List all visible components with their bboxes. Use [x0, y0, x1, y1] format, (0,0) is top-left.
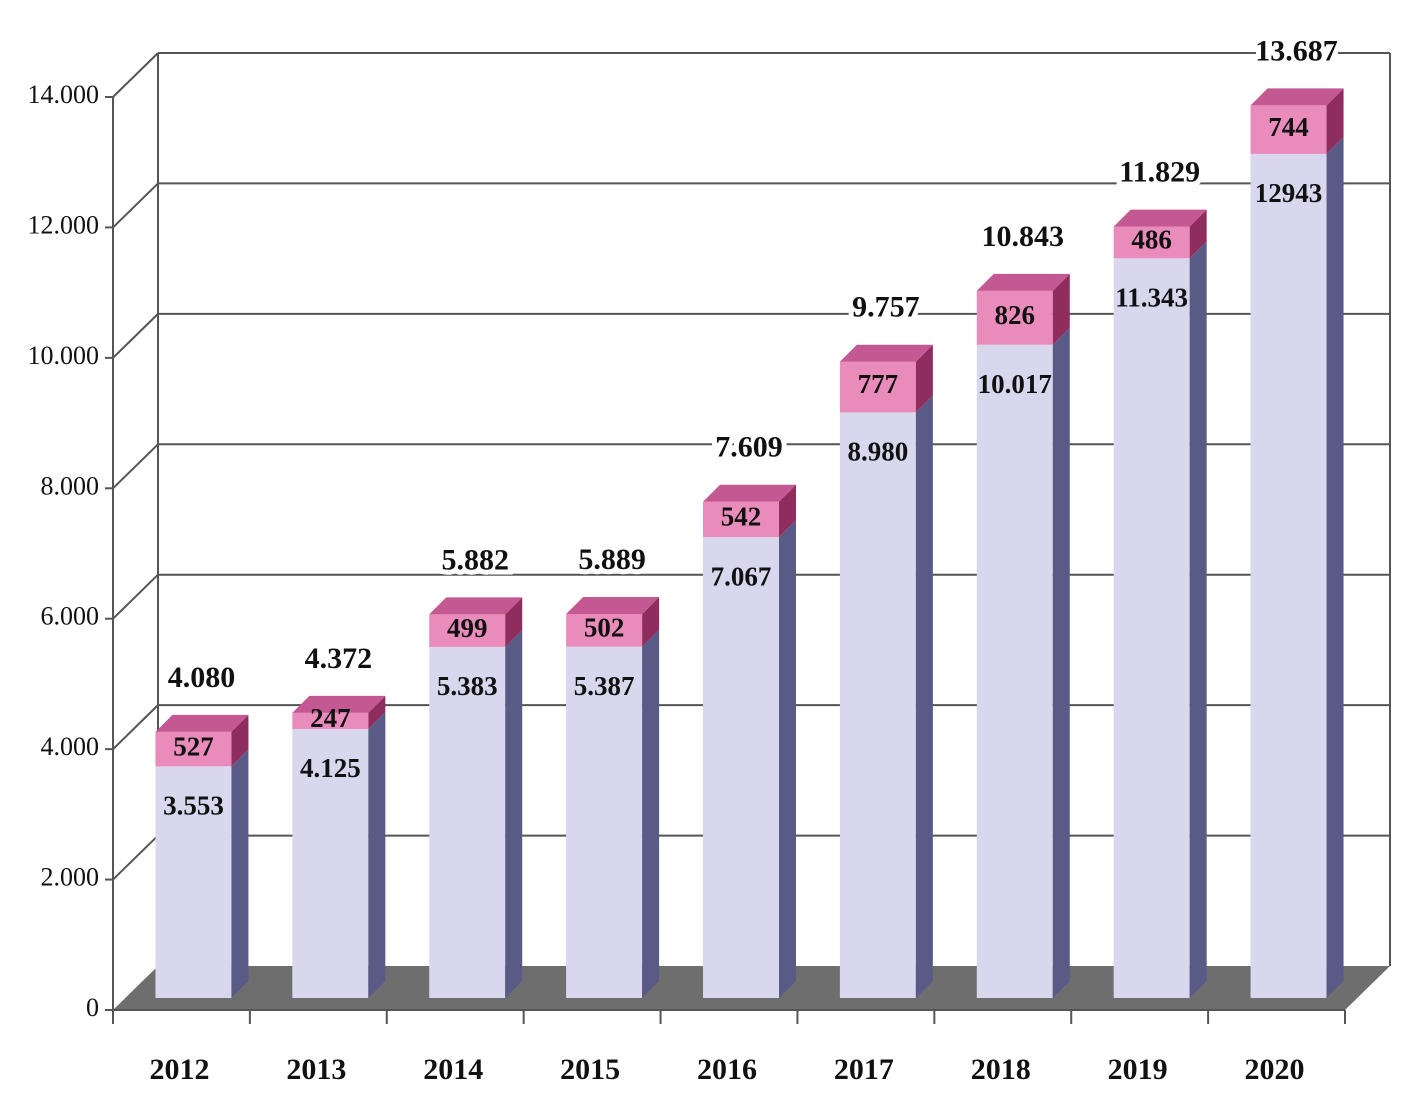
y-tick-label: 14.000 — [28, 80, 100, 109]
bar-segment — [839, 361, 916, 413]
x-tick-label: 2016 — [697, 1053, 757, 1086]
bar-top — [703, 484, 796, 502]
bar-side — [915, 395, 933, 998]
grid-line — [112, 573, 159, 620]
bar-side — [642, 596, 660, 647]
bar-side — [1052, 327, 1070, 998]
grid-line — [112, 834, 159, 881]
bar-segment — [429, 646, 506, 998]
bar-segment — [839, 412, 916, 998]
value-label: 4.125 — [300, 753, 361, 783]
grid-line — [112, 443, 159, 490]
grid-line — [112, 313, 159, 359]
bar-segment — [703, 537, 779, 998]
total-label: 5.882 — [441, 543, 509, 576]
bar-side — [779, 484, 796, 538]
total-label: 10.843 — [982, 220, 1065, 253]
bar-side — [368, 711, 386, 998]
y-tick-label: 10.000 — [28, 341, 100, 370]
bar-side — [1326, 136, 1344, 998]
value-label: 12943 — [1255, 178, 1323, 208]
value-label: 777 — [858, 369, 899, 399]
y-tick-label: 4.000 — [41, 732, 100, 761]
x-tick-label: 2015 — [560, 1053, 620, 1086]
value-label: 486 — [1131, 225, 1172, 255]
bar-segment — [566, 646, 643, 998]
bar-top — [1250, 88, 1344, 106]
bar-top — [566, 596, 660, 614]
bar-segment — [703, 501, 779, 538]
total-label: 13.687 — [1255, 34, 1338, 67]
bar-segment — [1250, 105, 1327, 154]
bar-segment — [1250, 153, 1327, 998]
bar-side — [505, 597, 523, 647]
bar-top — [155, 714, 249, 732]
total-label: 9.757 — [852, 291, 920, 324]
grid-line — [112, 182, 159, 229]
total-label: 5.889 — [578, 543, 646, 576]
bar-side — [1326, 88, 1344, 154]
bar-segment — [429, 614, 506, 647]
x-tick-label: 2020 — [1245, 1053, 1305, 1086]
bar-segment — [292, 712, 369, 729]
x-tick-label: 2012 — [149, 1053, 209, 1086]
value-label: 10.017 — [978, 369, 1052, 399]
x-tick-label: 2019 — [1108, 1053, 1168, 1086]
x-tick-label: 2017 — [834, 1053, 894, 1086]
bar-side — [642, 629, 660, 998]
value-label: 542 — [721, 502, 762, 532]
value-label: 5.387 — [574, 671, 635, 701]
value-label: 499 — [447, 613, 488, 643]
grid-line — [112, 52, 159, 98]
bar-segment — [1113, 226, 1190, 259]
bar-segment — [976, 290, 1053, 345]
value-label: 502 — [584, 613, 625, 643]
bar-side — [779, 520, 796, 998]
bar-top — [429, 597, 523, 615]
bar-segment — [292, 728, 369, 998]
total-label: 11.829 — [1119, 155, 1200, 188]
bar-side — [231, 749, 249, 998]
bar-side — [1189, 241, 1207, 998]
bar-top — [1113, 209, 1207, 227]
value-label: 744 — [1268, 112, 1309, 142]
bar-side — [505, 629, 523, 998]
total-label: 4.372 — [305, 642, 373, 675]
bar-top — [976, 273, 1070, 291]
bar-segment — [566, 613, 643, 647]
value-label: 5.383 — [437, 671, 498, 701]
bar-segment — [155, 731, 232, 767]
total-label: 4.080 — [168, 661, 236, 694]
value-label: 247 — [310, 703, 351, 733]
y-tick-label: 0 — [86, 993, 99, 1022]
y-tick-label: 12.000 — [28, 210, 100, 239]
value-label: 11.343 — [1115, 282, 1188, 312]
bar-side — [1052, 273, 1070, 345]
bar-top — [292, 695, 386, 713]
x-tick-label: 2013 — [286, 1053, 346, 1086]
bar-side — [231, 714, 249, 767]
bar-side — [1189, 209, 1207, 259]
y-tick-label: 8.000 — [41, 471, 100, 500]
value-label: 8.980 — [848, 437, 909, 467]
total-label: 7.609 — [715, 431, 783, 464]
value-label: 527 — [173, 731, 214, 761]
bar-segment — [1113, 258, 1190, 998]
bar-side — [368, 695, 386, 729]
y-tick-label: 6.000 — [41, 602, 100, 631]
y-tick-label: 2.000 — [41, 863, 100, 892]
x-tick-label: 2018 — [971, 1053, 1031, 1086]
bar-side — [915, 344, 933, 413]
x-tick-label: 2014 — [423, 1053, 483, 1086]
bar-segment — [976, 344, 1053, 998]
bar-segment — [155, 766, 232, 998]
value-label: 3.553 — [163, 790, 224, 820]
value-label: 7.067 — [711, 561, 772, 591]
value-label: 826 — [995, 300, 1036, 330]
bar-top — [839, 344, 933, 362]
grid-line — [112, 704, 159, 750]
